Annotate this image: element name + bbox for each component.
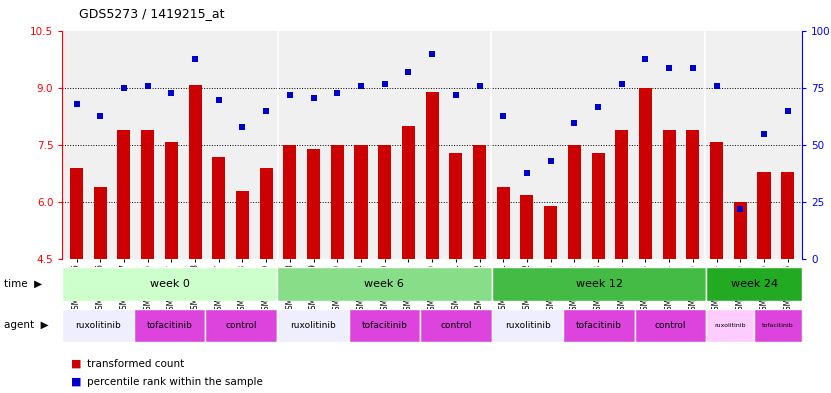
Bar (425, 92, 439, 259)
Bar (117, 130, 130, 259)
Text: week 12: week 12 (576, 279, 622, 289)
Bar (277, 267, 492, 301)
Point (236, 124, 249, 130)
Bar (212, 157, 225, 259)
Text: ruxolitinib: ruxolitinib (290, 321, 336, 330)
Bar (544, 206, 557, 259)
Bar (378, 145, 391, 259)
Text: ruxolitinib: ruxolitinib (504, 321, 550, 330)
Bar (94, 187, 106, 259)
Point (259, 108, 273, 114)
Point (520, 170, 534, 176)
Text: control: control (440, 321, 472, 330)
Point (781, 108, 794, 114)
Text: week 24: week 24 (730, 279, 778, 289)
Text: ■: ■ (71, 358, 81, 369)
Bar (755, 309, 802, 342)
Bar (706, 267, 802, 301)
Text: control: control (655, 321, 686, 330)
Bar (473, 145, 486, 259)
Text: tofacitinib: tofacitinib (361, 321, 407, 330)
Point (307, 94, 320, 101)
Point (354, 83, 367, 89)
Text: ■: ■ (71, 377, 81, 387)
Point (757, 131, 770, 137)
Text: tofacitinib: tofacitinib (147, 321, 193, 330)
Point (568, 119, 581, 126)
Bar (277, 309, 349, 342)
Text: agent  ▶: agent ▶ (4, 320, 49, 330)
Bar (520, 195, 534, 259)
Bar (402, 127, 415, 259)
Bar (236, 191, 249, 259)
Text: percentile rank within the sample: percentile rank within the sample (87, 377, 263, 387)
Text: tofacitinib: tofacitinib (762, 323, 794, 328)
Point (473, 83, 486, 89)
Point (425, 51, 439, 57)
Bar (165, 141, 178, 259)
Point (378, 81, 391, 87)
Text: week 6: week 6 (365, 279, 405, 289)
Text: week 0: week 0 (150, 279, 189, 289)
Bar (189, 84, 202, 259)
Point (94, 113, 107, 119)
Point (212, 97, 225, 103)
Point (283, 92, 297, 98)
Bar (635, 309, 706, 342)
Bar (62, 309, 134, 342)
Bar (141, 130, 155, 259)
Bar (331, 145, 344, 259)
Bar (283, 145, 297, 259)
Bar (259, 168, 273, 259)
Point (734, 206, 747, 212)
Point (639, 56, 652, 62)
Bar (492, 267, 706, 301)
Point (117, 85, 130, 92)
Point (331, 90, 344, 96)
Bar (355, 145, 367, 259)
Bar (662, 130, 676, 259)
Point (662, 65, 676, 71)
Point (141, 83, 155, 89)
Bar (710, 141, 723, 259)
Text: transformed count: transformed count (87, 358, 184, 369)
Point (165, 90, 178, 96)
Bar (420, 309, 492, 342)
Bar (70, 168, 83, 259)
Point (592, 103, 605, 110)
Point (544, 158, 558, 165)
Bar (781, 172, 794, 259)
Text: ruxolitinib: ruxolitinib (715, 323, 746, 328)
Point (189, 56, 202, 62)
Bar (62, 267, 277, 301)
Bar (734, 202, 747, 259)
Bar (492, 309, 563, 342)
Point (401, 69, 415, 75)
Bar (758, 172, 770, 259)
Bar (592, 153, 605, 259)
Bar (134, 309, 205, 342)
Bar (307, 149, 320, 259)
Point (450, 92, 463, 98)
Bar (205, 309, 277, 342)
Point (70, 101, 83, 108)
Bar (450, 153, 462, 259)
Text: time  ▶: time ▶ (4, 279, 42, 289)
Point (686, 65, 700, 71)
Text: ruxolitinib: ruxolitinib (76, 321, 121, 330)
Point (497, 113, 510, 119)
Bar (686, 130, 700, 259)
Bar (497, 187, 509, 259)
Text: control: control (225, 321, 257, 330)
Bar (349, 309, 420, 342)
Text: tofacitinib: tofacitinib (576, 321, 622, 330)
Bar (568, 145, 581, 259)
Bar (615, 130, 628, 259)
Text: GDS5273 / 1419215_at: GDS5273 / 1419215_at (79, 7, 224, 20)
Bar (706, 309, 755, 342)
Point (710, 83, 723, 89)
Bar (563, 309, 635, 342)
Point (615, 81, 628, 87)
Bar (639, 88, 652, 259)
